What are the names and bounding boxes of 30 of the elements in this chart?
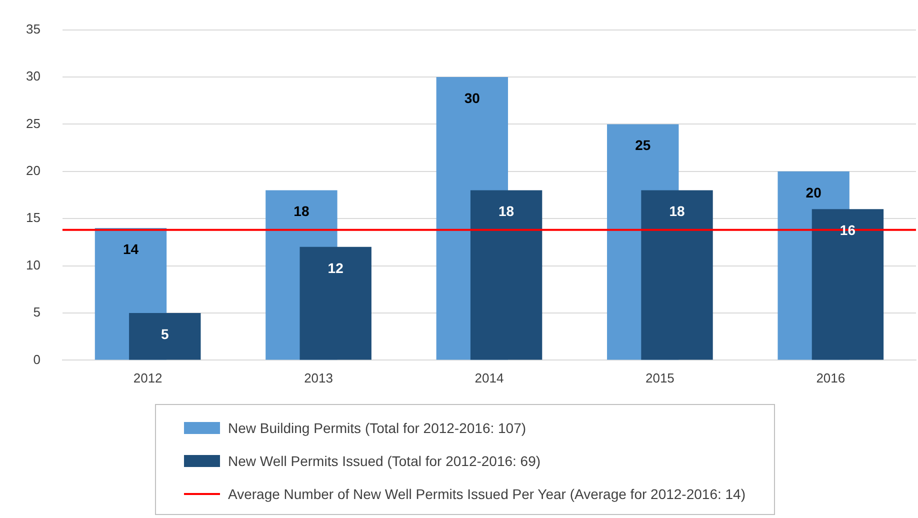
bar: [129, 313, 201, 360]
y-tick-label: 20: [26, 162, 40, 178]
x-tick-label: 2015: [645, 370, 674, 386]
y-tick-label: 15: [26, 210, 40, 226]
data-label: 18: [669, 203, 686, 220]
y-tick-label: 25: [26, 116, 40, 131]
data-label: 18: [498, 203, 514, 220]
data-label: 18: [294, 203, 310, 220]
data-label: 12: [328, 260, 344, 276]
data-label: 25: [635, 137, 651, 154]
legend-label: New Building Permits (Total for 2012-2016: 107): [227, 418, 528, 438]
bar: [812, 209, 884, 360]
y-tick-label: 10: [26, 257, 40, 272]
y-tick-label: 5: [33, 304, 40, 320]
y-tick-label: 35: [26, 21, 40, 36]
data-label: 5: [160, 326, 169, 342]
y-tick-label: 30: [26, 68, 40, 84]
x-tick-label: 2014: [474, 370, 504, 386]
y-tick-label: 0: [33, 352, 40, 367]
bar: [470, 190, 542, 360]
data-label: 30: [464, 90, 480, 106]
bar: [300, 246, 372, 360]
x-tick-label: 2013: [304, 370, 333, 386]
legend-label: New Well Permits Issued (Total for 2012-2016: 69): [227, 452, 542, 471]
data-label: 20: [806, 184, 822, 200]
data-label: 14: [122, 240, 139, 257]
legend-label: Average Number of New Well Permits Issued Per Year (Average for 2012-2016: 14): [227, 484, 746, 504]
x-tick-label: 2016: [816, 370, 846, 386]
bar: [641, 190, 713, 360]
x-tick-label: 2012: [133, 370, 162, 386]
